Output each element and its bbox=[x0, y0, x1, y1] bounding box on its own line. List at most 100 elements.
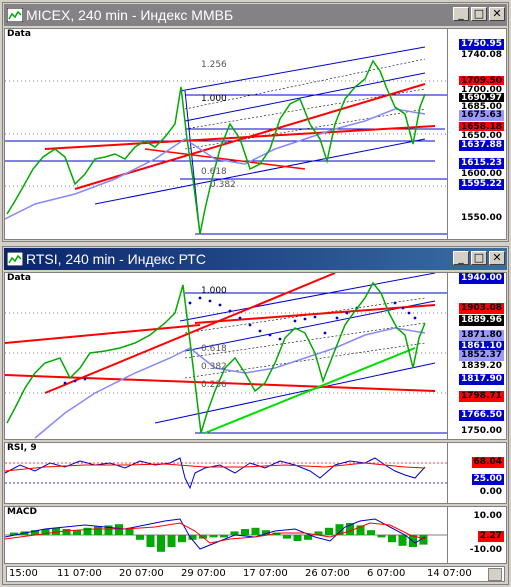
macd-histogram-bar bbox=[83, 527, 92, 535]
macd-histogram-bar bbox=[304, 535, 312, 540]
micex-price-scale[interactable]: 1750.95 1740.08 1709.50 1700.00 1690.97 1685.… bbox=[447, 29, 506, 239]
sar-dot bbox=[73, 379, 77, 383]
price-label: -10.00 bbox=[467, 545, 504, 556]
macd-histogram-bar bbox=[52, 527, 60, 535]
macd-chart bbox=[5, 518, 450, 552]
pane-label: Data bbox=[7, 29, 31, 39]
macd-histogram-bar bbox=[115, 524, 123, 535]
rsi-chart bbox=[5, 457, 450, 490]
sar-dot bbox=[335, 316, 339, 320]
macd-histogram-bar bbox=[178, 535, 186, 543]
macd-histogram-bar bbox=[73, 530, 81, 535]
sar-dot bbox=[218, 303, 222, 307]
close-button[interactable]: ✕ bbox=[489, 7, 505, 21]
price-label: 1595.22 bbox=[459, 179, 504, 190]
price-label: 1750.95 bbox=[459, 39, 504, 50]
sar-dot bbox=[401, 306, 405, 310]
macd-scale[interactable]: 10.00 2.27 -10.00 bbox=[447, 507, 506, 563]
macd-histogram-bar bbox=[398, 535, 407, 546]
price-label: 25.00 bbox=[471, 474, 504, 485]
price-label: 1600.00 bbox=[459, 169, 504, 180]
sar-dot bbox=[208, 299, 212, 303]
sar-dot bbox=[188, 301, 192, 305]
time-tick: 26 07:00 bbox=[305, 568, 350, 579]
time-tick: 14 07:00 bbox=[427, 568, 472, 579]
price-label: 1817.90 bbox=[459, 374, 504, 385]
time-tick: 6 07:00 bbox=[367, 568, 406, 579]
minimize-button[interactable]: _ bbox=[453, 251, 469, 265]
macd-histogram-bar bbox=[188, 535, 197, 540]
macd-histogram-bar bbox=[220, 535, 228, 538]
rtsi-titlebar[interactable]: RTSI, 240 min - Индекс РТС _ □ ✕ bbox=[4, 248, 507, 270]
rsi-scale[interactable]: 68.04 25.00 0.00 bbox=[447, 443, 506, 503]
macd-pane[interactable]: MACD 10.00 2.27 -10.00 bbox=[4, 506, 507, 564]
macd-histogram-bar bbox=[125, 527, 134, 535]
fib-label: 0.382 bbox=[210, 180, 236, 190]
price-label: 1940.00 bbox=[459, 273, 504, 284]
micex-window[interactable]: MICEX, 240 min - Индекс ММВБ _ □ ✕ Data bbox=[2, 2, 509, 242]
time-tick: 15:00 bbox=[9, 568, 38, 579]
macd-histogram-bar bbox=[41, 529, 50, 535]
macd-histogram-bar bbox=[94, 526, 102, 535]
price-label: 1889.96 bbox=[459, 315, 504, 326]
axis-scroll-icon[interactable] bbox=[488, 568, 502, 581]
macd-histogram-bar bbox=[209, 535, 218, 538]
price-label: 1871.80 bbox=[459, 330, 504, 341]
macd-histogram-bar bbox=[283, 535, 291, 539]
sar-dot bbox=[393, 301, 397, 305]
sar-dot bbox=[248, 323, 252, 327]
price-label: 1903.08 bbox=[459, 303, 504, 314]
sar-dot bbox=[278, 337, 282, 341]
time-axis[interactable]: 15:00 11 07:00 20 07:00 29 07:00 17 07:0… bbox=[6, 566, 505, 582]
close-button[interactable]: ✕ bbox=[489, 251, 505, 265]
sar-dot bbox=[407, 311, 411, 315]
sar-dot bbox=[293, 319, 297, 323]
maximize-button[interactable]: □ bbox=[471, 251, 487, 265]
rsi-pane[interactable]: RSI, 9 68.04 25.00 0.00 bbox=[4, 442, 507, 504]
fib-label: 0.618 bbox=[201, 167, 227, 177]
price-label: 1685.00 bbox=[459, 102, 504, 113]
price-label: 1750.00 bbox=[459, 426, 504, 437]
price-label: 1709.50 bbox=[459, 76, 504, 87]
fib-label: 1.256 bbox=[201, 60, 227, 70]
macd-histogram-bar bbox=[62, 529, 71, 535]
rtsi-title: RTSI, 240 min - Индекс РТС bbox=[26, 251, 206, 267]
macd-histogram-bar bbox=[251, 527, 260, 535]
time-tick: 29 07:00 bbox=[181, 568, 226, 579]
fib-label: 1.000 bbox=[201, 94, 227, 104]
time-tick: 20 07:00 bbox=[119, 568, 164, 579]
sar-dot bbox=[303, 317, 307, 321]
fib-label: 0.236 bbox=[201, 380, 227, 390]
price-label: 1658.18 bbox=[459, 122, 504, 133]
sar-dot bbox=[198, 296, 202, 300]
price-label: 1675.63 bbox=[459, 110, 504, 121]
macd-histogram-bar bbox=[136, 535, 144, 540]
micex-titlebar[interactable]: MICEX, 240 min - Индекс ММВБ _ □ ✕ bbox=[4, 4, 507, 26]
rtsi-price-scale[interactable]: 1940.00 1903.08 1889.96 1871.80 1861.10 1852.… bbox=[447, 273, 506, 439]
price-label: 1700.00 bbox=[459, 85, 504, 96]
macd-histogram-bar bbox=[31, 530, 39, 535]
price-label: 68.04 bbox=[471, 457, 504, 468]
micex-price-pane[interactable]: Data bbox=[4, 28, 507, 240]
macd-histogram-bar bbox=[335, 524, 344, 535]
macd-histogram-bar bbox=[314, 531, 323, 535]
price-label: 0.00 bbox=[477, 487, 504, 498]
chart-window-icon bbox=[7, 8, 23, 22]
sar-dot bbox=[238, 316, 242, 320]
macd-histogram-bar bbox=[146, 535, 155, 547]
maximize-button[interactable]: □ bbox=[471, 7, 487, 21]
sar-dot bbox=[345, 311, 349, 315]
macd-histogram-bar bbox=[377, 535, 386, 538]
sar-dot bbox=[268, 333, 272, 337]
sar-dot bbox=[413, 316, 417, 320]
minimize-button[interactable]: _ bbox=[453, 7, 469, 21]
rtsi-window[interactable]: RTSI, 240 min - Индекс РТС _ □ ✕ Data bbox=[2, 246, 509, 585]
rtsi-price-pane[interactable]: Data 1 bbox=[4, 272, 507, 440]
macd-histogram-bar bbox=[419, 535, 428, 545]
sar-dot bbox=[258, 329, 262, 333]
micex-price-chart: 1.256 1.000 0.618 0.382 bbox=[5, 46, 450, 235]
macd-histogram-bar bbox=[325, 527, 333, 535]
price-label: 1650.00 bbox=[459, 131, 504, 142]
rsi-label: RSI, 9 bbox=[7, 443, 37, 453]
time-tick: 11 07:00 bbox=[57, 568, 102, 579]
